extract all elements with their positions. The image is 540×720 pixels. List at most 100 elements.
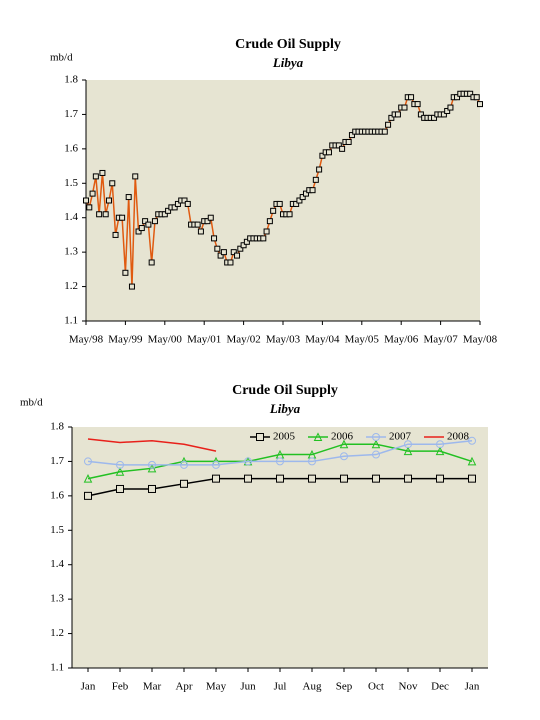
chart-subtitle: Libya xyxy=(269,401,301,416)
marker xyxy=(431,114,438,121)
marker xyxy=(394,111,401,118)
marker xyxy=(227,259,234,266)
marker xyxy=(212,474,220,483)
y-tick-label: 1.8 xyxy=(64,74,78,86)
marker xyxy=(293,200,300,207)
series-line xyxy=(87,438,217,452)
marker xyxy=(276,474,284,483)
y-tick-label: 1.3 xyxy=(64,246,78,258)
x-tick-label: May/03 xyxy=(266,334,301,346)
marker xyxy=(116,484,124,493)
x-tick-label: Oct xyxy=(368,681,384,693)
marker xyxy=(237,245,244,252)
x-tick-label: May/00 xyxy=(148,334,183,346)
x-tick-label: Apr xyxy=(175,681,192,693)
marker xyxy=(197,228,204,235)
marker xyxy=(372,474,380,483)
marker xyxy=(109,180,116,187)
marker xyxy=(436,474,444,483)
marker xyxy=(180,479,188,488)
marker xyxy=(440,111,447,118)
y-tick-label: 1.6 xyxy=(64,142,78,154)
marker xyxy=(339,145,346,152)
marker xyxy=(86,204,93,211)
x-tick-label: Jan xyxy=(465,681,480,693)
marker xyxy=(83,474,93,483)
marker xyxy=(122,269,129,276)
marker xyxy=(161,211,168,218)
marker xyxy=(263,228,270,235)
marker xyxy=(99,169,106,176)
x-tick-label: Jun xyxy=(240,681,256,693)
y-tick-label: 1.1 xyxy=(64,315,78,327)
marker xyxy=(414,101,421,108)
marker xyxy=(138,225,145,232)
marker xyxy=(454,94,461,101)
marker xyxy=(325,149,332,156)
marker xyxy=(308,457,316,466)
y-tick-label: 1.3 xyxy=(50,593,64,605)
marker xyxy=(388,114,395,121)
marker xyxy=(299,194,306,201)
marker xyxy=(102,211,109,218)
marker xyxy=(181,197,188,204)
y-tick-label: 1.2 xyxy=(64,280,78,292)
marker xyxy=(444,107,451,114)
legend-label: 2005 xyxy=(273,431,296,443)
x-tick-label: May/08 xyxy=(463,334,498,346)
marker xyxy=(112,231,119,238)
marker xyxy=(194,221,201,228)
marker xyxy=(96,211,103,218)
marker xyxy=(116,460,124,469)
marker xyxy=(240,242,247,249)
marker xyxy=(296,197,303,204)
marker xyxy=(89,190,96,197)
x-tick-label: Feb xyxy=(112,681,129,693)
marker xyxy=(276,200,283,207)
y-tick-label: 1.5 xyxy=(50,524,64,536)
marker xyxy=(404,440,412,449)
x-tick-label: May/99 xyxy=(108,334,143,346)
marker xyxy=(211,235,218,242)
marker xyxy=(212,460,220,469)
marker xyxy=(266,218,273,225)
y-tick-label: 1.4 xyxy=(64,211,78,223)
marker xyxy=(309,187,316,194)
marker xyxy=(302,190,309,197)
x-tick-label: Jan xyxy=(81,681,96,693)
marker xyxy=(468,436,476,445)
marker xyxy=(319,152,326,159)
marker xyxy=(244,457,252,466)
marker xyxy=(105,197,112,204)
y-tick-label: 1.6 xyxy=(50,489,64,501)
marker xyxy=(165,207,172,214)
marker xyxy=(83,197,89,204)
y-tick-label: 1.8 xyxy=(50,421,64,433)
y-tick-label: 1.7 xyxy=(50,455,64,467)
x-tick-label: Dec xyxy=(431,681,449,693)
marker xyxy=(234,252,241,259)
legend-marker xyxy=(256,433,264,441)
y-tick-label: 1.7 xyxy=(64,108,78,120)
marker xyxy=(115,467,125,476)
marker xyxy=(467,90,474,97)
marker xyxy=(436,440,444,449)
series-line xyxy=(87,440,473,466)
marker xyxy=(180,460,188,469)
marker xyxy=(381,128,388,135)
marker xyxy=(316,166,323,173)
marker xyxy=(145,221,152,228)
marker xyxy=(128,283,135,290)
marker xyxy=(84,491,92,500)
y-tick-label: 1.4 xyxy=(50,558,64,570)
legend-label: 2006 xyxy=(331,431,354,443)
marker xyxy=(312,176,319,183)
marker xyxy=(92,173,99,180)
x-tick-label: Jul xyxy=(274,681,287,693)
marker xyxy=(340,474,348,483)
marker xyxy=(348,132,355,139)
marker xyxy=(286,211,293,218)
legend-marker xyxy=(313,432,323,441)
plot-area xyxy=(86,80,480,321)
